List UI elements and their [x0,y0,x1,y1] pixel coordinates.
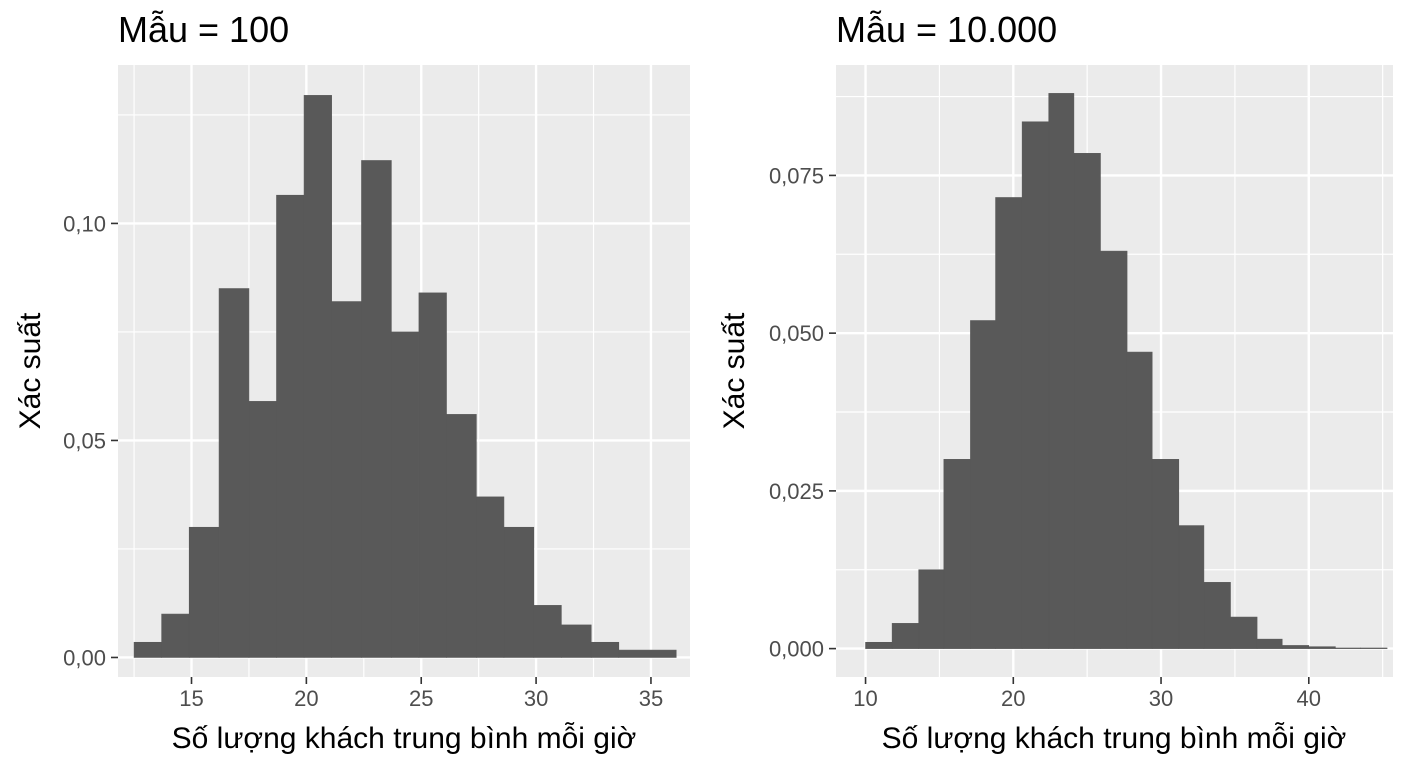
chart-title: Mẫu = 10.000 [836,9,1057,50]
x-tick-label: 10 [853,686,877,711]
histogram-bar [943,459,971,649]
histogram-bar [1126,351,1153,649]
x-tick-label: 30 [524,686,548,711]
histogram-bar [533,605,562,658]
histogram-bar [361,160,392,658]
axis-ticks: 15 20 25 30 35 0,00 0,05 0,10 [63,211,663,711]
histogram-bar [1335,647,1361,649]
histogram-bar [248,401,277,658]
axis-ticks: 10 20 30 40 0,000 0,025 0,050 0,075 [769,163,1321,711]
y-tick-label: 0,00 [63,645,106,670]
y-tick-label: 0,000 [769,637,824,662]
histogram-bar [1360,647,1388,649]
gridlines [836,65,1393,677]
histogram-bars [133,95,677,658]
histogram-bar [418,292,447,658]
y-tick-label: 0,075 [769,163,824,188]
x-tick-label: 15 [179,686,203,711]
histogram-bar [331,301,362,658]
x-axis-label: Số lượng khách trung bình mỗi giờ [172,722,637,755]
y-tick-label: 0,025 [769,479,824,504]
x-tick-label: 20 [1001,686,1025,711]
y-axis-label: Xác suất [718,312,751,429]
histogram-bar [1100,250,1128,649]
histogram-bar [970,320,996,649]
histogram-bar [446,414,477,658]
histogram-bar [391,331,420,658]
histogram-bar [133,641,162,658]
y-tick-label: 0,050 [769,321,824,346]
y-tick-label: 0,10 [63,211,106,236]
histogram-bar [476,496,505,658]
histogram-bar [1178,525,1205,649]
x-tick-label: 30 [1149,686,1173,711]
histogram-bar [618,649,677,658]
chart-title: Mẫu = 100 [118,9,289,50]
histogram-bar [918,569,945,649]
histogram-bar [865,641,893,649]
histogram-bar [590,641,620,658]
histogram-bar [1308,646,1336,649]
histogram-bar [995,197,1023,649]
histogram-bar [1203,582,1231,649]
x-tick-label: 35 [639,686,663,711]
histogram-bar [561,624,592,658]
y-tick-label: 0,05 [63,428,106,453]
histogram-bar [1281,645,1310,649]
histogram-bar [1256,638,1283,649]
histogram-panel-sample-10000: 10 20 30 40 0,000 0,025 0,050 0,075 Mẫu = 10.00… [718,9,1393,755]
x-tick-label: 25 [409,686,433,711]
x-tick-label: 20 [294,686,318,711]
histogram-bar [1073,153,1101,649]
histogram-bar [161,613,190,658]
histogram-bar [503,526,535,658]
histogram-panel-sample-100: 15 20 25 30 35 0,00 0,05 0,10 Mẫu = 100 Số lượn… [14,9,690,755]
histogram-bar [276,194,305,658]
histogram-bar [1151,459,1180,649]
histogram-bar [188,526,220,658]
histogram-bar [218,288,250,658]
y-axis-label: Xác suất [14,312,47,429]
histogram-bars [865,93,1388,649]
histogram-bar [1021,121,1050,649]
histogram-bar [1048,93,1075,649]
x-tick-label: 40 [1297,686,1321,711]
x-axis-label: Số lượng khách trung bình mỗi giờ [882,722,1347,755]
histogram-bar [303,95,332,658]
histogram-bar [891,623,920,649]
histogram-bar [1230,616,1258,649]
